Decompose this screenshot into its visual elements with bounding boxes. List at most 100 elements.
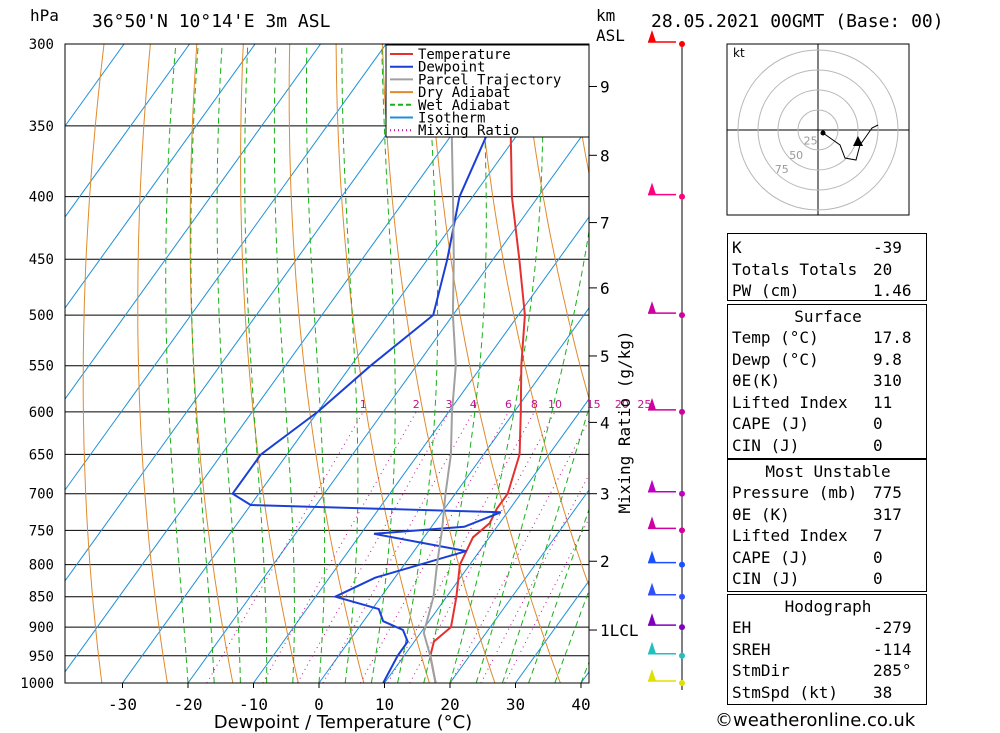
height-unit-asl: ASL — [596, 26, 625, 45]
hodograph-indices-box: Hodograph EH -279 SREH -114 StmDir 285° StmSpd… — [727, 594, 927, 705]
mixing-ratio-line — [262, 411, 417, 683]
mixing-ratio-label: 10 — [548, 398, 562, 411]
temperature-tick-label: -20 — [174, 695, 203, 714]
mixing-ratio-label: 2 — [413, 398, 420, 411]
height-tick-label: 9 — [600, 77, 610, 96]
most-unstable-box: Most Unstable Pressure (mb) 775 θE (K) 317 L… — [727, 459, 927, 592]
hodograph-title: Hodograph — [784, 597, 872, 616]
dry-adiabat-line — [474, 44, 589, 588]
hodograph-surface-dot — [820, 130, 826, 136]
wet-adiabat-line — [554, 589, 589, 683]
isotherm-line — [449, 489, 589, 683]
hodograph-ring — [777, 89, 859, 171]
surface-index-label: Temp (°C) — [732, 328, 819, 347]
surface-index-value: 0 — [873, 435, 883, 455]
dry-adiabat-line — [137, 44, 168, 683]
surface-index-label: CAPE (J) — [732, 414, 810, 433]
hodograph-index-label: StmSpd (kt) — [732, 682, 838, 702]
wet-adiabat-line — [397, 44, 439, 683]
hodograph-index-label: SREH — [732, 639, 771, 659]
wind-level-dot — [679, 193, 685, 200]
wind-barb-pennant — [648, 516, 656, 529]
isotherm-line — [65, 44, 190, 218]
general-indices-box: K -39 Totals Totals 20 PW (cm) 1.46 — [727, 233, 927, 301]
wind-barb-pennant — [648, 397, 656, 410]
unstable-index-value: 775 — [873, 483, 902, 502]
hodograph-ring-label: 75 — [775, 163, 789, 176]
pressure-tick-label: 650 — [29, 447, 54, 463]
pressure-tick-label: 800 — [29, 558, 54, 574]
hodograph-ring — [737, 49, 899, 211]
unstable-index-value: 0 — [873, 547, 883, 567]
hodograph-index-label: EH — [732, 618, 752, 637]
hodograph-index-value: 38 — [873, 682, 893, 702]
wind-barb-pennant — [648, 30, 656, 42]
height-tick-label: 1LCL — [600, 621, 639, 640]
surface-index-label: Dewp (°C) — [732, 349, 819, 369]
mixing-ratio-line — [480, 473, 589, 683]
most-unstable-title: Most Unstable — [765, 462, 891, 481]
isotherm-line — [65, 44, 387, 491]
storm-motion-marker — [853, 136, 863, 146]
general-index-value: 20 — [873, 259, 893, 279]
wet-adiabat-line — [190, 44, 215, 683]
surface-index-label: θE(K) — [732, 371, 781, 390]
pressure-unit: hPa — [30, 6, 59, 25]
wind-barb-pennant — [648, 479, 656, 492]
hodograph-ring — [797, 109, 839, 151]
legend-label: Parcel Trajectory — [418, 72, 561, 88]
hodograph-ring-label: 25 — [804, 134, 818, 147]
general-index-value: 1.46 — [873, 281, 912, 300]
wet-adiabat-line — [244, 44, 268, 683]
wet-adiabat-line — [370, 44, 396, 683]
mixing-ratio-line — [322, 411, 474, 683]
mixing-ratio-label: 1 — [360, 398, 367, 411]
dry-adiabat-line — [288, 44, 365, 683]
wind-barb-pennant — [648, 182, 656, 195]
dry-adiabat-line — [382, 44, 496, 683]
wind-barb-pennant — [648, 613, 656, 626]
unstable-index-label: Pressure (mb) — [732, 483, 858, 502]
wet-adiabat-line — [216, 44, 241, 683]
unstable-index-label: Lifted Index — [732, 526, 848, 545]
pressure-tick-label: 850 — [29, 590, 54, 606]
pressure-tick-label: 600 — [29, 405, 54, 421]
surface-index-value: 0 — [873, 414, 883, 433]
height-tick-label: 8 — [600, 146, 610, 165]
wind-barb-pennant — [648, 669, 656, 681]
height-tick-label: 6 — [600, 279, 610, 298]
wind-level-dot — [679, 624, 685, 631]
pressure-tick-label: 500 — [29, 308, 54, 324]
mixing-ratio-label: 25 — [637, 398, 651, 411]
unstable-index-label: θE (K) — [732, 504, 790, 524]
legend-label: Mixing Ratio — [418, 123, 519, 139]
pressure-tick-label: 450 — [29, 252, 54, 268]
wet-adiabat-line — [165, 44, 189, 683]
isotherm-line — [65, 44, 452, 582]
pressure-tick-label: 750 — [29, 523, 54, 539]
mixing-ratio-label: 6 — [505, 398, 512, 411]
surface-index-label: CIN (J) — [732, 435, 800, 455]
wet-adiabat-line — [341, 44, 359, 683]
hodograph-index-value: -279 — [873, 618, 912, 637]
temperature-tick-label: -10 — [239, 695, 268, 714]
wind-level-dot — [679, 312, 685, 319]
pressure-tick-label: 300 — [29, 37, 54, 53]
hodograph-unit: kt — [733, 46, 745, 60]
unstable-index-value: 7 — [873, 526, 883, 545]
dry-adiabat-line — [428, 44, 561, 683]
wind-barb-pennant — [648, 301, 656, 314]
pressure-tick-label: 900 — [29, 620, 54, 636]
mixing-ratio-axis-label: Mixing Ratio (g/kg) — [615, 330, 634, 513]
temperature-tick-label: 10 — [375, 695, 394, 714]
mixing-ratio-label: 15 — [587, 398, 601, 411]
x-axis-label: Dewpoint / Temperature (°C) — [214, 712, 472, 733]
dry-adiabat-line — [82, 44, 105, 683]
legend-label: Dewpoint — [418, 60, 485, 76]
dry-adiabat-line — [986, 44, 1000, 683]
legend-label: Temperature — [418, 47, 511, 63]
hodograph-index-label: StmDir — [732, 661, 790, 680]
general-index-value: -39 — [873, 238, 902, 257]
surface-index-value: 17.8 — [873, 328, 912, 347]
